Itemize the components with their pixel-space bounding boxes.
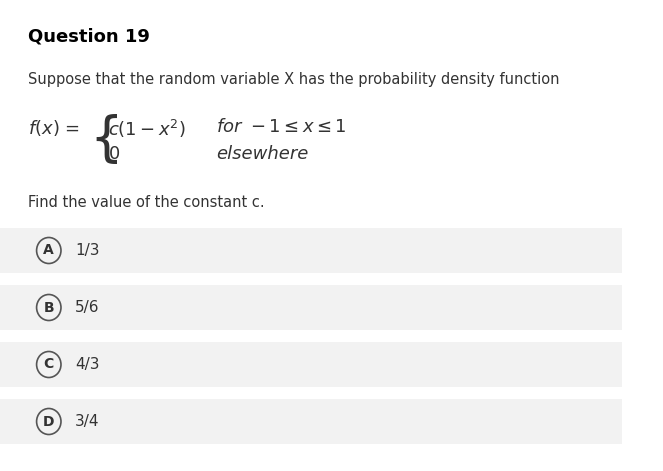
Text: 3/4: 3/4 <box>75 414 99 429</box>
Text: 5/6: 5/6 <box>75 300 99 315</box>
FancyBboxPatch shape <box>0 342 622 387</box>
Text: B: B <box>44 300 54 315</box>
Text: A: A <box>43 244 54 258</box>
Text: {: { <box>89 114 123 166</box>
FancyBboxPatch shape <box>0 228 622 273</box>
Text: Question 19: Question 19 <box>28 28 150 46</box>
FancyBboxPatch shape <box>0 285 622 330</box>
Text: $for\ -1\leq x \leq 1$: $for\ -1\leq x \leq 1$ <box>215 118 347 136</box>
FancyBboxPatch shape <box>0 399 622 444</box>
Text: elsewhere: elsewhere <box>215 145 308 163</box>
Text: C: C <box>44 357 54 372</box>
Text: 1/3: 1/3 <box>75 243 99 258</box>
Text: D: D <box>43 414 54 429</box>
Text: $0$: $0$ <box>108 145 120 163</box>
Text: Find the value of the constant c.: Find the value of the constant c. <box>28 195 265 210</box>
Text: Suppose that the random variable X has the probability density function: Suppose that the random variable X has t… <box>28 72 560 87</box>
Text: 4/3: 4/3 <box>75 357 99 372</box>
Text: $c(1-x^2)$: $c(1-x^2)$ <box>108 118 186 140</box>
Text: $f(x)$ =: $f(x)$ = <box>28 118 80 138</box>
